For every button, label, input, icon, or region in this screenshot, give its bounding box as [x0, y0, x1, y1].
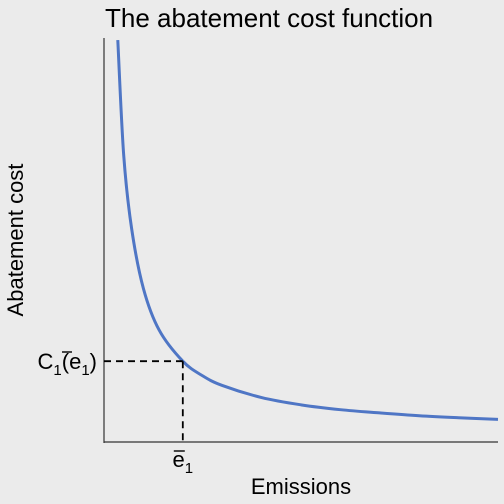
y-axis-label: Abatement cost — [3, 164, 28, 317]
x-axis-label: Emissions — [251, 474, 351, 499]
y-tick-arg-base: e — [69, 349, 81, 374]
abatement-cost-curve — [116, 39, 499, 421]
plot-layer — [116, 39, 499, 421]
x-tick-label: e1 — [173, 447, 194, 477]
y-tick-base: C — [38, 349, 54, 374]
y-tick-label: C1(e1) — [38, 349, 97, 379]
y-tick-subscript: 1 — [53, 362, 61, 379]
chart-title: The abatement cost function — [105, 3, 433, 33]
y-tick-arg-subscript: 1 — [81, 362, 89, 379]
x-tick-base: e — [173, 447, 185, 472]
x-tick-subscript: 1 — [185, 460, 193, 477]
